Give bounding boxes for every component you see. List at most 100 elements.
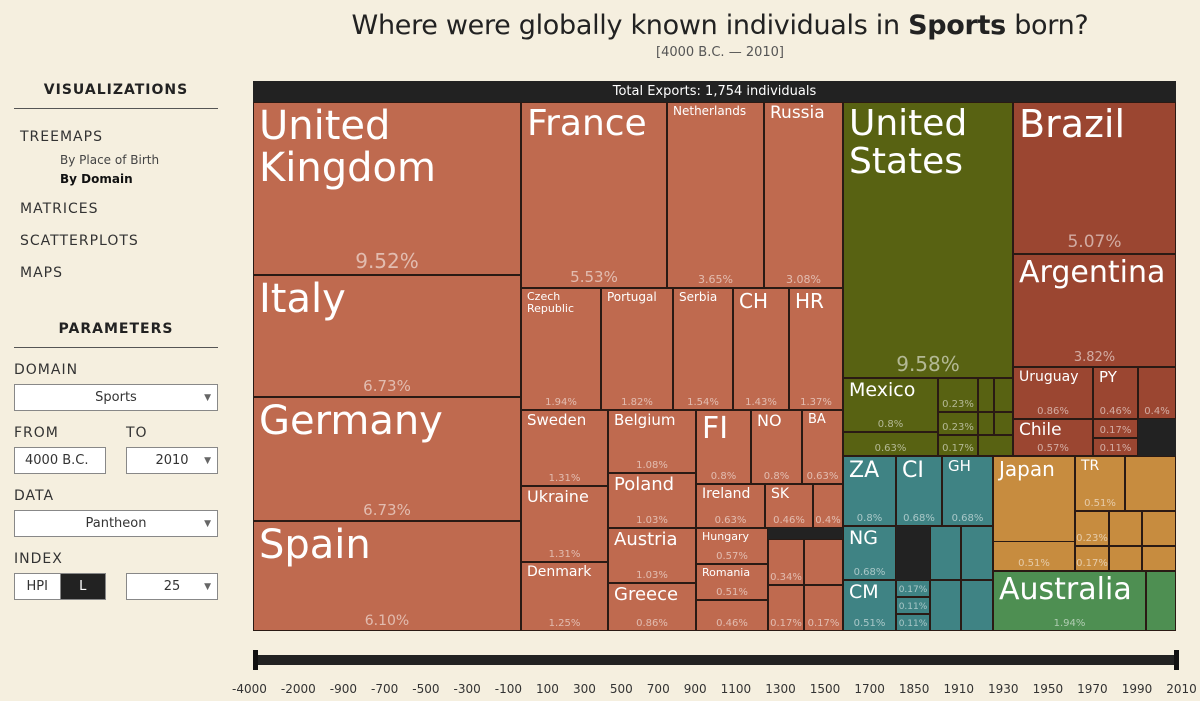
treemap-cell[interactable]: NG 0.68% xyxy=(843,526,896,580)
treemap-cell[interactable]: 0.34% xyxy=(768,539,804,585)
treemap-cell[interactable]: Spain 6.10% xyxy=(253,521,521,631)
treemap-cell[interactable]: 0.23% xyxy=(1075,511,1109,546)
treemap-cell[interactable]: CM 0.51% xyxy=(843,580,896,631)
nav-treemaps[interactable]: TREEMAPS xyxy=(20,129,103,145)
timeline-slider[interactable] xyxy=(253,650,1179,670)
treemap-cell-label: Germany xyxy=(259,398,443,444)
treemap-cell[interactable]: United States 9.58% xyxy=(843,102,1013,378)
treemap-cell[interactable]: BA 0.63% xyxy=(802,410,843,484)
treemap-cell[interactable]: Italy 6.73% xyxy=(253,275,521,397)
treemap-cell[interactable]: 0.17% xyxy=(804,585,843,631)
treemap-cell[interactable]: 0.4% xyxy=(813,484,843,528)
count-select[interactable]: 25 ▼ xyxy=(126,573,218,600)
treemap-cell-percent: 0.17% xyxy=(942,443,974,454)
nav-matrices[interactable]: MATRICES xyxy=(20,201,99,217)
nav-by-place-of-birth[interactable]: By Place of Birth xyxy=(60,153,160,167)
treemap-cell[interactable]: Mexico 0.8% xyxy=(843,378,938,432)
treemap-cell[interactable]: 0.17% xyxy=(1093,419,1138,438)
treemap-cell[interactable]: Argentina 3.82% xyxy=(1013,254,1176,367)
treemap-cell[interactable] xyxy=(961,580,993,631)
treemap-cell[interactable]: HR 1.37% xyxy=(789,288,843,410)
treemap-cell[interactable]: Ireland 0.63% xyxy=(696,484,765,528)
treemap-cell[interactable] xyxy=(1142,511,1176,546)
treemap-cell[interactable]: Serbia 1.54% xyxy=(673,288,733,410)
treemap-cell[interactable]: NO 0.8% xyxy=(751,410,802,484)
treemap-cell[interactable]: 0.23% xyxy=(938,378,978,412)
treemap-cell[interactable]: Brazil 5.07% xyxy=(1013,102,1176,254)
treemap-cell[interactable]: Uruguay 0.86% xyxy=(1013,367,1093,419)
treemap-cell[interactable]: Belgium 1.08% xyxy=(608,410,696,473)
treemap-cell[interactable] xyxy=(978,412,994,435)
treemap-cell[interactable]: United Kingdom 9.52% xyxy=(253,102,521,275)
from-input[interactable]: 4000 B.C. xyxy=(14,447,106,474)
timeline-tick-label: 1970 xyxy=(1077,682,1108,696)
treemap-cell[interactable]: 0.17% xyxy=(768,585,804,631)
treemap-cell[interactable]: Chile 0.57% xyxy=(1013,419,1093,456)
treemap-cell[interactable]: 0.11% xyxy=(1093,438,1138,456)
treemap-cell[interactable]: Netherlands 3.65% xyxy=(667,102,764,288)
to-select[interactable]: 2010 ▼ xyxy=(126,447,218,474)
treemap-cell[interactable]: Ukraine 1.31% xyxy=(521,486,608,562)
treemap-cell-percent: 1.54% xyxy=(687,397,719,408)
nav-by-domain[interactable]: By Domain xyxy=(60,172,133,186)
treemap-cell[interactable]: 0.11% xyxy=(896,597,930,614)
index-hpi-button[interactable]: HPI xyxy=(15,574,61,599)
treemap-cell[interactable] xyxy=(978,435,1013,456)
treemap-cell[interactable]: Sweden 1.31% xyxy=(521,410,608,486)
treemap-cell-percent: 1.94% xyxy=(1053,618,1086,629)
treemap-cell[interactable]: 0.4% xyxy=(1138,367,1176,419)
treemap-cell[interactable] xyxy=(978,378,994,412)
nav-maps[interactable]: MAPS xyxy=(20,265,63,281)
treemap-cell[interactable]: Romania 0.51% xyxy=(696,564,768,600)
treemap-cell[interactable]: Portugal 1.82% xyxy=(601,288,673,410)
treemap-cell[interactable] xyxy=(1125,456,1176,511)
treemap-cell[interactable] xyxy=(930,580,961,631)
treemap-cell[interactable] xyxy=(804,539,843,585)
treemap-cell[interactable] xyxy=(994,378,1013,412)
treemap-cell[interactable] xyxy=(1142,546,1176,571)
treemap-cell[interactable] xyxy=(1109,546,1142,571)
treemap-cell-percent: 0.17% xyxy=(898,585,928,595)
timeline-start-handle[interactable] xyxy=(253,650,258,670)
treemap-cell[interactable]: 0.17% xyxy=(896,580,930,597)
treemap-cell[interactable]: 0.17% xyxy=(938,435,978,456)
treemap-cell[interactable]: Czech Republic 1.94% xyxy=(521,288,601,410)
treemap-cell[interactable]: Australia 1.94% xyxy=(993,571,1146,631)
treemap-cell[interactable]: 0.11% xyxy=(896,614,930,631)
treemap-cell[interactable]: FI 0.8% xyxy=(696,410,751,484)
timeline-track[interactable] xyxy=(257,655,1175,665)
treemap-cell[interactable]: Hungary 0.57% xyxy=(696,528,768,564)
treemap-cell[interactable]: Russia 3.08% xyxy=(764,102,843,288)
treemap-cell[interactable]: SK 0.46% xyxy=(765,484,813,528)
treemap-cell-percent: 0.86% xyxy=(636,618,668,629)
treemap-cell[interactable]: Austria 1.03% xyxy=(608,528,696,583)
treemap-cell[interactable]: Greece 0.86% xyxy=(608,583,696,631)
treemap-cell[interactable]: TR 0.51% xyxy=(1075,456,1125,511)
domain-select[interactable]: Sports ▼ xyxy=(14,384,218,411)
treemap-cell[interactable]: Poland 1.03% xyxy=(608,473,696,528)
data-select[interactable]: Pantheon ▼ xyxy=(14,510,218,537)
treemap-cell[interactable]: 0.63% xyxy=(843,432,938,456)
treemap-cell[interactable]: Denmark 1.25% xyxy=(521,562,608,631)
treemap-cell-label: GH xyxy=(948,457,971,475)
index-l-button[interactable]: L xyxy=(60,574,105,599)
treemap-cell[interactable]: GH 0.68% xyxy=(942,456,993,526)
treemap-cell[interactable]: 0.46% xyxy=(696,600,768,631)
treemap-cell[interactable]: CH 1.43% xyxy=(733,288,789,410)
nav-scatterplots[interactable]: SCATTERPLOTS xyxy=(20,233,139,249)
treemap-cell-label: Serbia xyxy=(679,290,718,304)
treemap-cell[interactable]: ZA 0.8% xyxy=(843,456,896,526)
treemap-cell[interactable]: CI 0.68% xyxy=(896,456,942,526)
treemap-cell[interactable]: Germany 6.73% xyxy=(253,397,521,521)
treemap-cell[interactable] xyxy=(994,412,1013,435)
treemap-cell[interactable] xyxy=(961,526,993,580)
treemap-cell[interactable]: PY 0.46% xyxy=(1093,367,1138,419)
treemap-cell[interactable] xyxy=(930,526,961,580)
treemap-cell[interactable]: 0.23% xyxy=(938,412,978,435)
treemap-cell[interactable]: France 5.53% xyxy=(521,102,667,288)
treemap-cell[interactable] xyxy=(1146,571,1176,631)
treemap-cell[interactable] xyxy=(1109,511,1142,546)
treemap-cell[interactable]: 0.51% xyxy=(993,541,1075,571)
treemap-cell[interactable]: 0.17% xyxy=(1075,546,1109,571)
timeline-end-handle[interactable] xyxy=(1174,650,1179,670)
